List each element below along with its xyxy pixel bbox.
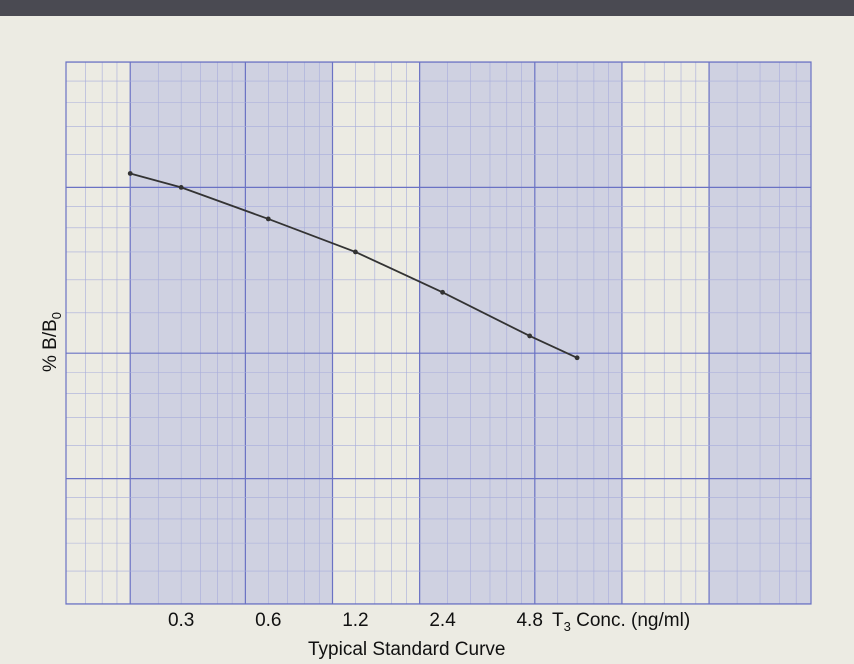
data-point	[574, 355, 580, 361]
data-point	[440, 289, 445, 295]
chart-background	[0, 16, 854, 664]
data-point	[178, 185, 184, 190]
y-axis-label-main: % B/B	[40, 319, 61, 372]
data-point	[127, 171, 133, 176]
top-border-bar	[0, 0, 854, 16]
y-axis-label-subscript: 0	[49, 312, 64, 319]
plot-frame	[65, 61, 812, 605]
x-tick-label: 1.2	[342, 610, 368, 631]
shade-band	[130, 62, 333, 604]
x-axis-label-rest: Conc. (ng/ml)	[571, 610, 690, 631]
data-point	[265, 216, 271, 222]
x-axis-label-main: T	[552, 610, 564, 631]
x-tick-labels: 0.3 0.6 1.2 2.4 4.8	[168, 610, 543, 631]
grid-lines	[66, 62, 811, 604]
x-axis-label: T3 Conc. (ng/ml)	[552, 610, 690, 634]
shade-bands	[130, 62, 811, 604]
shade-band	[419, 62, 622, 604]
x-axis-label-subscript: 3	[564, 619, 571, 634]
data-point	[353, 249, 358, 255]
x-tick-label: 0.6	[255, 610, 281, 631]
y-axis-label: % B/B0	[40, 312, 64, 372]
x-tick-label: 4.8	[516, 610, 542, 631]
x-tick-label: 2.4	[429, 610, 456, 631]
x-tick-label: 0.3	[168, 610, 194, 631]
chart-caption: Typical Standard Curve	[308, 639, 506, 660]
data-point	[527, 333, 533, 339]
curve-layer	[127, 171, 580, 361]
